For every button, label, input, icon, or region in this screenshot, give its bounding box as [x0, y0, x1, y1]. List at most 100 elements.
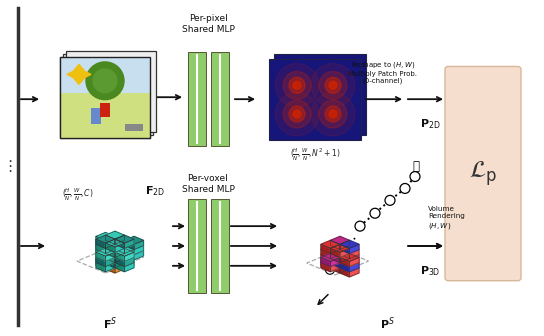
Polygon shape — [340, 257, 349, 266]
Polygon shape — [115, 255, 125, 264]
Polygon shape — [106, 231, 125, 239]
Polygon shape — [321, 240, 340, 248]
Polygon shape — [96, 242, 106, 251]
Polygon shape — [115, 243, 125, 252]
Polygon shape — [340, 259, 359, 266]
Polygon shape — [115, 244, 125, 253]
Polygon shape — [106, 257, 115, 266]
Polygon shape — [106, 248, 115, 257]
Polygon shape — [321, 251, 340, 259]
Polygon shape — [106, 250, 125, 257]
Circle shape — [311, 64, 355, 107]
Polygon shape — [125, 244, 134, 253]
Polygon shape — [106, 244, 125, 252]
Circle shape — [400, 183, 410, 194]
Polygon shape — [125, 251, 134, 260]
Polygon shape — [340, 251, 359, 259]
Polygon shape — [331, 260, 340, 269]
Polygon shape — [106, 250, 115, 259]
Circle shape — [275, 64, 319, 107]
Polygon shape — [106, 259, 115, 268]
Circle shape — [333, 255, 343, 264]
Circle shape — [293, 110, 301, 118]
Polygon shape — [340, 246, 349, 255]
Circle shape — [385, 196, 395, 205]
Polygon shape — [340, 256, 349, 265]
Bar — [91, 108, 101, 124]
Polygon shape — [96, 260, 106, 269]
Polygon shape — [115, 259, 125, 268]
Circle shape — [275, 92, 319, 136]
Polygon shape — [96, 239, 106, 248]
Polygon shape — [331, 250, 349, 257]
Polygon shape — [331, 250, 340, 259]
Polygon shape — [125, 260, 134, 269]
Polygon shape — [134, 240, 144, 250]
Bar — [274, 53, 366, 135]
Polygon shape — [125, 252, 134, 261]
Polygon shape — [331, 257, 340, 266]
Circle shape — [319, 72, 347, 99]
Polygon shape — [106, 256, 115, 265]
Polygon shape — [340, 250, 349, 259]
Polygon shape — [96, 247, 106, 256]
Polygon shape — [125, 250, 134, 259]
Bar — [60, 56, 150, 138]
Polygon shape — [106, 255, 115, 264]
Text: $\mathbf{P}_{\mathrm{2D}}$: $\mathbf{P}_{\mathrm{2D}}$ — [420, 117, 441, 131]
Polygon shape — [96, 250, 106, 259]
Polygon shape — [106, 252, 125, 260]
Polygon shape — [331, 255, 340, 264]
Text: Volume
Rendering
$(H,W)$: Volume Rendering $(H,W)$ — [428, 206, 465, 230]
Circle shape — [355, 221, 365, 231]
Circle shape — [311, 92, 355, 136]
Polygon shape — [96, 240, 115, 248]
Polygon shape — [340, 263, 349, 272]
Bar — [269, 58, 361, 140]
Polygon shape — [96, 263, 106, 272]
Polygon shape — [321, 263, 331, 272]
Polygon shape — [321, 256, 340, 264]
Circle shape — [341, 246, 349, 254]
Polygon shape — [340, 268, 349, 277]
Polygon shape — [331, 246, 340, 255]
Bar — [60, 56, 150, 93]
Polygon shape — [115, 240, 134, 248]
Polygon shape — [106, 235, 115, 244]
Polygon shape — [321, 259, 340, 266]
Polygon shape — [125, 246, 134, 255]
Polygon shape — [349, 260, 359, 269]
Text: ⋮: ⋮ — [2, 159, 17, 174]
Polygon shape — [106, 264, 115, 273]
Text: $(\frac{H}{N},\frac{W}{N}, N^2+1)$: $(\frac{H}{N},\frac{W}{N}, N^2+1)$ — [290, 147, 341, 163]
Bar — [60, 93, 150, 138]
Polygon shape — [96, 237, 106, 246]
Polygon shape — [349, 244, 359, 253]
Circle shape — [410, 172, 420, 181]
Polygon shape — [331, 255, 349, 263]
Polygon shape — [106, 263, 115, 272]
Polygon shape — [115, 235, 134, 243]
Polygon shape — [331, 247, 349, 255]
Polygon shape — [96, 255, 106, 264]
Polygon shape — [340, 244, 349, 253]
Circle shape — [325, 106, 341, 122]
Polygon shape — [115, 259, 134, 266]
Polygon shape — [106, 237, 125, 244]
Polygon shape — [125, 255, 134, 264]
Polygon shape — [340, 251, 349, 260]
Text: $(\frac{H}{N},\frac{W}{N}, C)$: $(\frac{H}{N},\frac{W}{N}, C)$ — [62, 186, 94, 203]
Circle shape — [283, 72, 311, 99]
Circle shape — [325, 265, 335, 274]
Circle shape — [93, 69, 117, 93]
Polygon shape — [115, 239, 125, 248]
Polygon shape — [106, 251, 115, 260]
Polygon shape — [96, 238, 115, 246]
Polygon shape — [115, 263, 125, 272]
Polygon shape — [96, 256, 115, 264]
Polygon shape — [349, 263, 359, 272]
Polygon shape — [125, 242, 144, 250]
Polygon shape — [67, 65, 91, 84]
Polygon shape — [321, 260, 331, 269]
Polygon shape — [106, 260, 115, 269]
